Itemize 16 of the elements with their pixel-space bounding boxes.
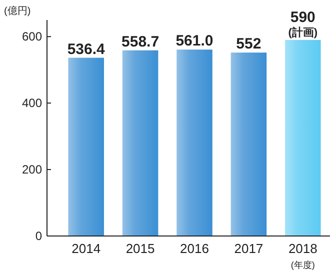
x-axis-title: (年度) xyxy=(290,260,315,270)
data-label: 561.0 xyxy=(176,32,214,50)
data-label: 590 (計画) xyxy=(288,8,318,39)
data-label: 558.7 xyxy=(122,33,160,50)
y-tick-label: 200 xyxy=(22,162,42,177)
x-tick-label: 2016 xyxy=(180,241,209,256)
data-label: 552 xyxy=(236,36,262,53)
y-axis-title: (億円) xyxy=(4,5,31,17)
x-tick-label: 2015 xyxy=(126,241,155,256)
x-tick-label: 2018 xyxy=(288,241,318,256)
data-label: 536.4 xyxy=(67,40,106,58)
y-tick-label: 600 xyxy=(22,30,42,44)
x-tick-label: 2017 xyxy=(234,241,264,256)
x-tick-label: 2014 xyxy=(72,241,101,256)
y-tick-label: 400 xyxy=(22,96,42,110)
y-tick-label: 0 xyxy=(35,229,42,243)
